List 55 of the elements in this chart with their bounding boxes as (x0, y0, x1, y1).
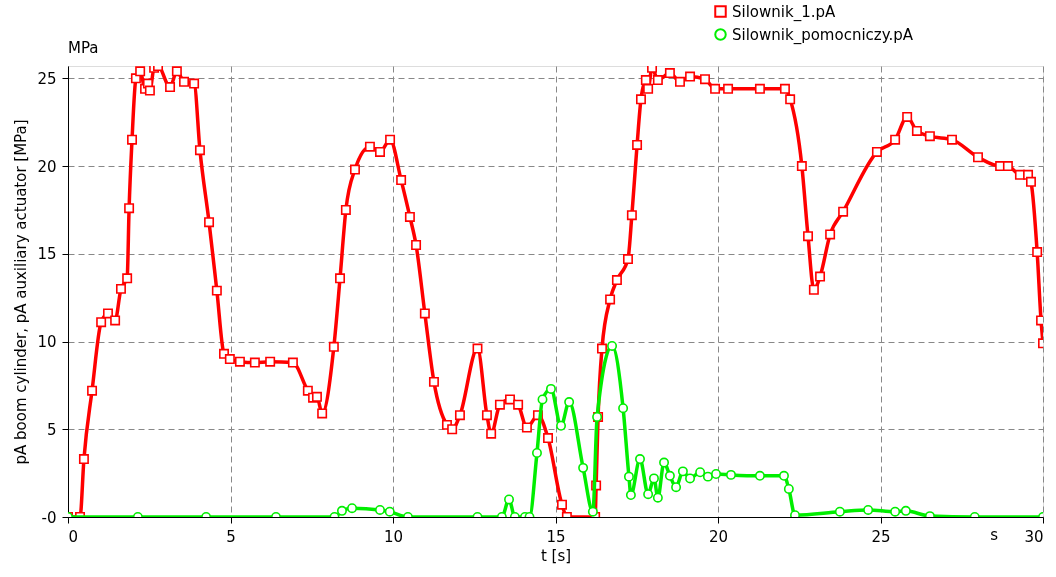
point (625, 490, 636, 501)
point (384, 506, 395, 517)
point (685, 473, 696, 484)
legend-label: Silownik_pomocniczy.pA (732, 25, 914, 45)
y-axis-title: pA boom cylinder, pA auxiliary actuator [MPa] (12, 119, 31, 465)
point (778, 470, 789, 481)
point (607, 340, 618, 351)
point (648, 473, 659, 484)
point (578, 462, 589, 473)
text: s (990, 526, 999, 544)
point (556, 420, 567, 431)
point (375, 505, 385, 515)
y-tick-label: 5 (46, 420, 57, 439)
point (623, 471, 634, 482)
point (863, 505, 874, 515)
x-tick-label: 20 (708, 527, 729, 546)
x-tick-label: 15 (546, 527, 566, 546)
point (726, 469, 736, 480)
point (664, 470, 675, 481)
point (671, 482, 682, 493)
point (336, 505, 347, 516)
x-tick-label: 30 (1024, 527, 1044, 546)
y-tick-label: 20 (37, 157, 57, 176)
point (783, 483, 794, 494)
point (618, 403, 629, 414)
point (659, 457, 670, 468)
x-tick-label: 10 (383, 527, 404, 546)
point (643, 489, 654, 500)
y-tick-label: 25 (37, 69, 57, 88)
legend-label: Silownik_1.pA (732, 2, 836, 22)
point (347, 503, 358, 514)
point (834, 506, 845, 517)
y-tick-label: 15 (37, 245, 57, 264)
x-tick-label: 25 (871, 527, 891, 546)
point (537, 394, 548, 405)
y-tick-label: -0 (41, 508, 57, 527)
point (702, 471, 713, 482)
point (545, 383, 556, 394)
point (890, 506, 901, 517)
point (900, 505, 911, 516)
x-tick-label: 0 (68, 527, 79, 546)
y-tick-label: 10 (37, 333, 57, 352)
point (652, 492, 663, 503)
point (531, 447, 542, 458)
text: MPa (68, 39, 99, 57)
point (677, 466, 688, 477)
point (564, 397, 575, 408)
point (635, 454, 645, 465)
point (695, 467, 706, 478)
x-tick-label: 5 (226, 527, 236, 546)
x-axis-title: t [s] (540, 546, 572, 565)
point (711, 469, 722, 479)
point (504, 494, 515, 505)
point (587, 506, 598, 517)
point (754, 470, 765, 481)
